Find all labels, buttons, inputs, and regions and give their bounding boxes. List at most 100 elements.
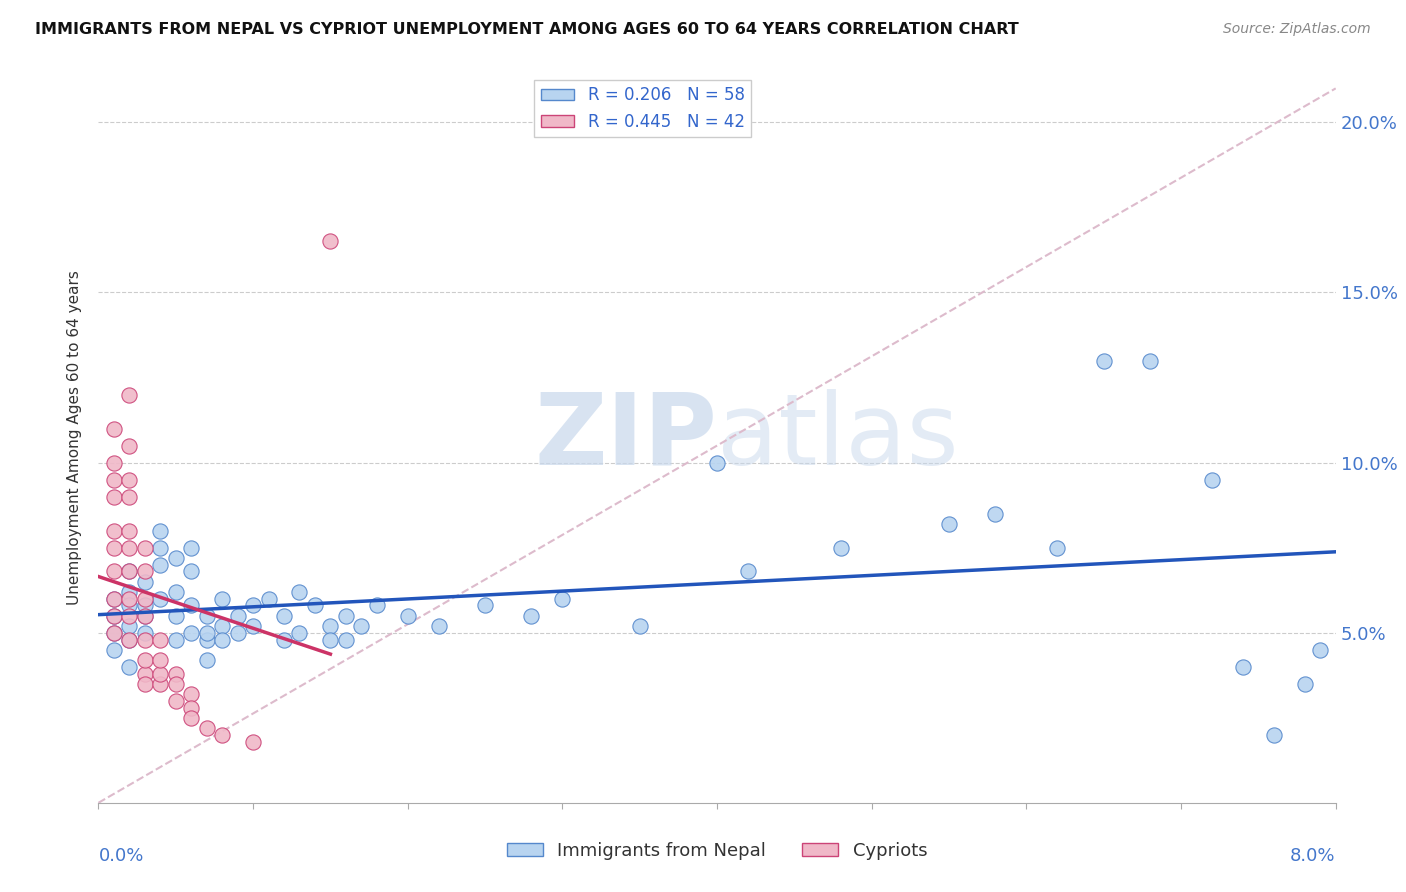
Point — [103, 608, 125, 623]
Point — [118, 659, 141, 673]
Point — [118, 565, 141, 579]
Point — [211, 728, 233, 742]
Point — [273, 608, 295, 623]
Point — [118, 565, 141, 579]
Point — [103, 421, 125, 435]
Point — [149, 558, 172, 572]
Text: IMMIGRANTS FROM NEPAL VS CYPRIOT UNEMPLOYMENT AMONG AGES 60 TO 64 YEARS CORRELAT: IMMIGRANTS FROM NEPAL VS CYPRIOT UNEMPLO… — [35, 22, 1019, 37]
Point — [319, 632, 342, 647]
Point — [211, 632, 233, 647]
Point — [195, 721, 218, 735]
Point — [211, 619, 233, 633]
Point — [520, 608, 543, 623]
Point — [195, 632, 218, 647]
Text: Source: ZipAtlas.com: Source: ZipAtlas.com — [1223, 22, 1371, 37]
Point — [226, 625, 249, 640]
Point — [242, 734, 264, 748]
Point — [103, 456, 125, 470]
Legend: Immigrants from Nepal, Cypriots: Immigrants from Nepal, Cypriots — [499, 835, 935, 867]
Point — [118, 599, 141, 613]
Point — [474, 599, 496, 613]
Point — [134, 608, 156, 623]
Point — [628, 619, 651, 633]
Point — [103, 490, 125, 504]
Point — [118, 632, 141, 647]
Point — [706, 456, 728, 470]
Point — [427, 619, 450, 633]
Point — [165, 550, 187, 565]
Y-axis label: Unemployment Among Ages 60 to 64 years: Unemployment Among Ages 60 to 64 years — [67, 269, 83, 605]
Point — [103, 591, 125, 606]
Point — [165, 666, 187, 681]
Point — [273, 632, 295, 647]
Point — [396, 608, 419, 623]
Point — [1092, 353, 1115, 368]
Point — [134, 632, 156, 647]
Point — [149, 653, 172, 667]
Point — [319, 235, 342, 249]
Point — [103, 625, 125, 640]
Point — [134, 653, 156, 667]
Point — [103, 541, 125, 555]
Point — [134, 541, 156, 555]
Point — [551, 591, 574, 606]
Point — [938, 516, 960, 531]
Point — [118, 608, 141, 623]
Point — [180, 541, 202, 555]
Point — [103, 524, 125, 538]
Point — [149, 524, 172, 538]
Point — [737, 565, 759, 579]
Point — [118, 524, 141, 538]
Point — [165, 632, 187, 647]
Point — [319, 619, 342, 633]
Point — [118, 585, 141, 599]
Point — [103, 608, 125, 623]
Point — [118, 387, 141, 401]
Point — [118, 473, 141, 487]
Point — [134, 666, 156, 681]
Point — [165, 694, 187, 708]
Point — [149, 591, 172, 606]
Point — [1263, 728, 1285, 742]
Point — [180, 565, 202, 579]
Point — [211, 591, 233, 606]
Point — [1294, 677, 1316, 691]
Point — [350, 619, 373, 633]
Text: atlas: atlas — [717, 389, 959, 485]
Point — [1139, 353, 1161, 368]
Point — [288, 585, 311, 599]
Point — [1309, 642, 1331, 657]
Point — [134, 625, 156, 640]
Point — [335, 632, 357, 647]
Point — [180, 711, 202, 725]
Point — [149, 632, 172, 647]
Point — [165, 677, 187, 691]
Point — [118, 439, 141, 453]
Point — [288, 625, 311, 640]
Point — [134, 677, 156, 691]
Text: ZIP: ZIP — [534, 389, 717, 485]
Point — [118, 619, 141, 633]
Point — [134, 591, 156, 606]
Point — [103, 473, 125, 487]
Point — [195, 653, 218, 667]
Point — [118, 591, 141, 606]
Text: 8.0%: 8.0% — [1291, 847, 1336, 864]
Point — [134, 574, 156, 589]
Point — [165, 608, 187, 623]
Point — [180, 599, 202, 613]
Point — [103, 565, 125, 579]
Point — [134, 599, 156, 613]
Point — [149, 541, 172, 555]
Point — [149, 677, 172, 691]
Point — [1046, 541, 1069, 555]
Point — [984, 507, 1007, 521]
Point — [366, 599, 388, 613]
Point — [149, 666, 172, 681]
Point — [118, 632, 141, 647]
Point — [180, 625, 202, 640]
Point — [242, 619, 264, 633]
Point — [103, 642, 125, 657]
Point — [242, 599, 264, 613]
Point — [226, 608, 249, 623]
